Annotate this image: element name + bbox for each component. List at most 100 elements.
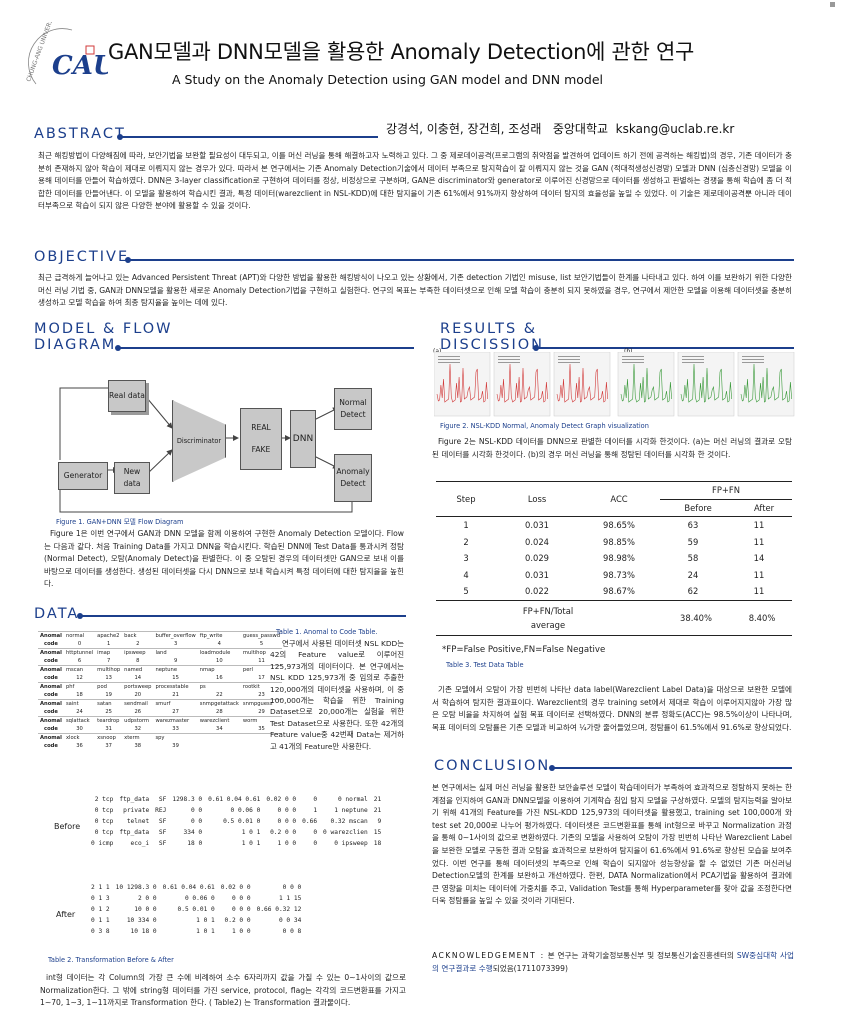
ack-label: ACKNOWLEDGEMENT :: [432, 951, 545, 960]
table1-row-label: code: [44, 743, 58, 749]
anomaly-code: 16: [216, 675, 223, 681]
fig1-caption: Figure 1. GAN+DNN 모델 Flow Diagram: [56, 518, 184, 526]
footnote: *FP=False Positive,FN=False Negative: [442, 645, 606, 655]
cell: 0.031: [525, 520, 549, 531]
abstract-heading: ABSTRACT: [34, 126, 126, 142]
graph-line: [556, 363, 608, 403]
anomaly-code: 22: [216, 692, 223, 698]
cell: 0.022: [525, 586, 549, 597]
cell: 1: [313, 807, 318, 814]
anomaly-code: 18: [76, 692, 83, 698]
cell: 0 1 3: [91, 895, 110, 902]
cell: 1 0 1: [196, 917, 215, 924]
cell: 21: [373, 807, 382, 814]
cell: 11: [753, 569, 765, 580]
cell: 334 0: [183, 829, 203, 836]
real-label: REAL: [251, 423, 271, 432]
table1-caption: Table 1. Anomal to Code Table.: [276, 628, 378, 636]
cell: 0.031: [525, 569, 549, 580]
table2-caption: Table 2. Transformation Before & After: [48, 956, 174, 964]
authors: 강경석, 이충현, 장건희, 조성래 중앙대학교 kskang@uclab.re…: [386, 120, 734, 137]
cell: 1 0 0: [277, 840, 297, 847]
table-row: 2 tcp ftp_data SF 1298.3 0 0.61 0.04 0.61 0.0…: [88, 794, 384, 805]
anomaly-code: 38: [134, 743, 142, 749]
anomaly-code: 0: [77, 641, 82, 647]
table1-row-label: code: [44, 709, 58, 715]
anomaly-name: phf: [63, 682, 96, 691]
anomaly-code: 24: [76, 709, 83, 715]
cell: 0.5 0.01 0: [177, 906, 215, 913]
anomaly-name: snmpguess: [240, 699, 283, 708]
graph-line: [680, 363, 732, 403]
avg-label-2: average: [530, 619, 566, 630]
graph-line: [620, 363, 672, 403]
cell: SF: [158, 818, 167, 825]
anomaly-name: apache2: [95, 631, 123, 640]
table3-caption: Table 3. Test Data Table: [446, 661, 524, 669]
table1-row-label: Anomal: [38, 648, 64, 657]
graph-legend-line: [498, 362, 520, 363]
cell: 0 0 0: [231, 895, 251, 902]
anomaly-name: saint: [63, 699, 96, 708]
table-row: 0 1 1 10 334 0 1 0 1 0.2 0 0 0 0 34: [88, 915, 304, 926]
cell: eco_i: [130, 840, 150, 847]
anomaly-name: udpstorm: [122, 716, 154, 725]
anomaly-code: 12: [76, 675, 83, 681]
table-row: 1 0.031 98.65% 63 11: [436, 517, 792, 534]
anomaly-name: nmap: [197, 665, 241, 674]
svg-text:CAU: CAU: [52, 51, 108, 81]
cell: 98.73%: [603, 569, 635, 580]
graph-legend-line: [622, 356, 644, 357]
cell: 2: [463, 536, 469, 547]
acknowledgement: ACKNOWLEDGEMENT : 본 연구는 과학기술정보통신부 및 정보통신…: [432, 950, 794, 975]
graph-legend-line: [742, 359, 764, 360]
cell: telnet: [126, 818, 150, 825]
graph-legend-line: [682, 362, 704, 363]
cell: 3: [463, 553, 469, 564]
anomaly-name: pod: [95, 682, 123, 691]
anomaly-name: mscan: [63, 665, 96, 674]
anomaly-code: 25: [105, 709, 112, 715]
anomaly-name: httptunnel: [63, 648, 96, 657]
table-row: 0 icmp eco_i SF 18 0 1 0 1 1 0 0 0 0 ipsweep 18: [88, 838, 384, 849]
fig2-caption: Figure 2. NSL-KDD Normal, Anomaly Detect…: [440, 422, 649, 430]
cell: 2 0 0: [137, 895, 157, 902]
anomaly-code: 31: [105, 726, 112, 732]
graph-panel: [434, 352, 491, 417]
cell: 0.61 0.04 0.61: [208, 796, 261, 803]
cell: 11: [753, 520, 765, 531]
anomaly-name: teardrop: [95, 716, 123, 725]
anomaly-name: sendmail: [122, 699, 154, 708]
table1-row-label: Anomal: [38, 733, 64, 742]
table-row: 0 1 2 10 0 0 0.5 0.01 0 0 0 0 0.66 0.32 12: [88, 904, 304, 915]
anomaly-code: 13: [105, 675, 112, 681]
table-row: 2 0.024 98.85% 59 11: [436, 534, 792, 551]
anomaly-code: 6: [77, 658, 82, 664]
anomaly-name: spy: [153, 733, 198, 742]
anomaly-name: warezclient: [197, 716, 241, 725]
cell: REJ: [155, 807, 167, 814]
graph-legend-line: [438, 359, 460, 360]
table1-row-label: code: [44, 692, 58, 698]
graph-legend-line: [558, 359, 580, 360]
model-heading-line1: MODEL & FLOW: [34, 321, 173, 337]
fig2-graphs: [434, 352, 795, 417]
results-rule: [533, 345, 794, 351]
flow-diagram: Real data Generator New data Discriminat…: [52, 370, 392, 520]
graph-panel: [617, 352, 675, 417]
anomaly-code: [198, 742, 241, 750]
cell: 0.02 0 0: [220, 884, 251, 891]
cell: 0.32 mscan: [330, 818, 368, 825]
poster-title: GAN모델과 DNN모델을 활용한 Anomaly Detection에 관한 …: [108, 40, 694, 64]
graph-line: [496, 363, 548, 403]
cell: 0.02 0 0: [266, 796, 297, 803]
conclusion-heading: CONCLUSION: [434, 758, 551, 774]
real-fake-box: REAL FAKE: [240, 408, 282, 470]
anomaly-code: 34: [216, 726, 223, 732]
anomaly-name: perl: [240, 665, 283, 674]
objective-text: 최근 급격하게 늘어나고 있는 Advanced Persistent Thre…: [38, 273, 792, 308]
graph-legend-line: [742, 362, 764, 363]
h-step: Step: [456, 494, 476, 504]
cell: 2 tcp: [94, 796, 114, 803]
table1-row-label: Anomal: [38, 699, 64, 708]
